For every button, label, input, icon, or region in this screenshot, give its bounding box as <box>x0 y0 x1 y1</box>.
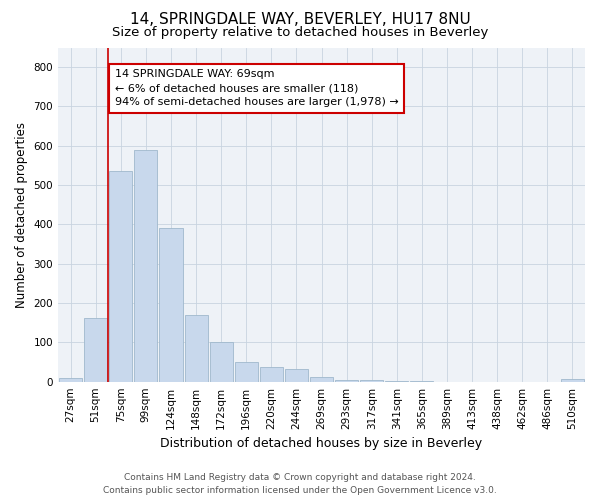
Bar <box>285 368 308 382</box>
Bar <box>235 362 258 382</box>
Bar <box>360 380 383 382</box>
Bar <box>84 318 107 382</box>
Text: 14, SPRINGDALE WAY, BEVERLEY, HU17 8NU: 14, SPRINGDALE WAY, BEVERLEY, HU17 8NU <box>130 12 470 28</box>
Bar <box>561 378 584 382</box>
Bar <box>385 380 409 382</box>
Bar <box>160 228 182 382</box>
Bar <box>310 377 333 382</box>
Bar <box>109 172 133 382</box>
Bar <box>260 367 283 382</box>
X-axis label: Distribution of detached houses by size in Beverley: Distribution of detached houses by size … <box>160 437 482 450</box>
Bar <box>335 380 358 382</box>
Bar <box>185 315 208 382</box>
Text: Contains HM Land Registry data © Crown copyright and database right 2024.
Contai: Contains HM Land Registry data © Crown c… <box>103 474 497 495</box>
Text: Size of property relative to detached houses in Beverley: Size of property relative to detached ho… <box>112 26 488 39</box>
Bar <box>134 150 157 382</box>
Bar <box>410 381 433 382</box>
Y-axis label: Number of detached properties: Number of detached properties <box>15 122 28 308</box>
Bar <box>209 342 233 382</box>
Text: 14 SPRINGDALE WAY: 69sqm
← 6% of detached houses are smaller (118)
94% of semi-d: 14 SPRINGDALE WAY: 69sqm ← 6% of detache… <box>115 69 398 107</box>
Bar <box>59 378 82 382</box>
